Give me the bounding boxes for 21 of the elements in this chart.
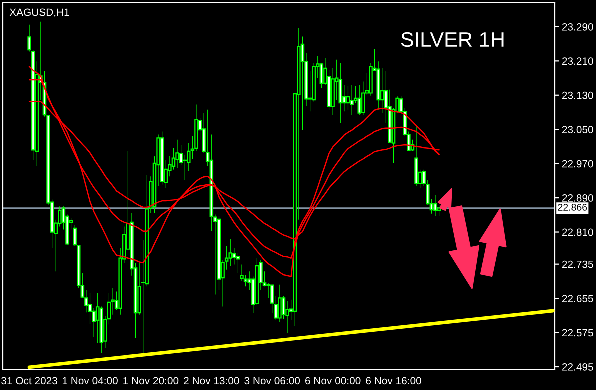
y-tick-label: 22.810 (562, 228, 594, 236)
y-tick-label: 22.495 (562, 364, 594, 371)
y-tick-label: 23.130 (562, 92, 594, 100)
y-tick-label: 22.735 (562, 260, 594, 268)
chart-title: XAGUSD,H1 (10, 8, 70, 18)
y-tick-label: 23.050 (562, 126, 594, 134)
x-tick-label: 6 Nov 00:00 (306, 377, 361, 385)
y-tick-label: 22.655 (562, 295, 594, 302)
annotation: SILVER 1H (401, 32, 504, 48)
x-tick-label: 1 Nov 04:00 (62, 377, 118, 385)
x-tick-label: 1 Nov 20:00 (124, 377, 179, 385)
x-tick-label: 3 Nov 06:00 (244, 377, 300, 385)
y-tick-label: 23.290 (562, 23, 594, 31)
y-tick-label: 22.575 (562, 329, 594, 337)
y-tick-label: 22.890 (562, 194, 594, 202)
y-tick-label: 22.970 (562, 160, 594, 168)
ref-line-label: 22.866 (558, 204, 588, 211)
y-tick-label: 23.210 (562, 58, 594, 66)
x-tick-label: 2 Nov 13:00 (184, 377, 240, 385)
x-tick-label: 6 Nov 16:00 (366, 377, 422, 385)
x-tick-label: 31 Oct 2023 (2, 377, 58, 385)
